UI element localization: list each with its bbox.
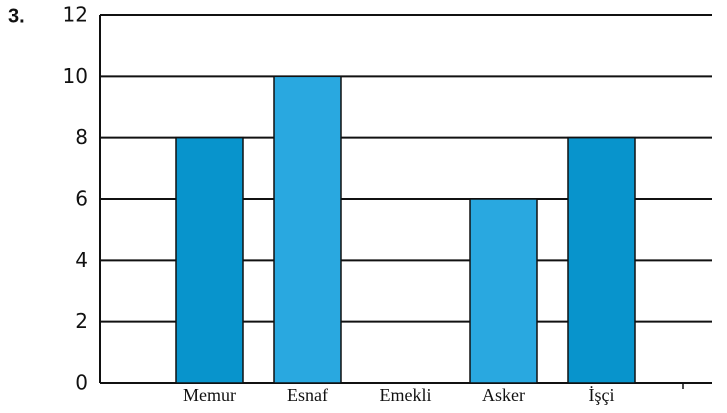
x-tick-label: Emekli (380, 385, 432, 405)
y-tick-label: 12 (63, 3, 88, 27)
question-number: 3. (8, 5, 25, 27)
y-tick-label: 2 (75, 309, 88, 333)
x-tick-label: Esnaf (287, 385, 328, 405)
y-tick-label: 8 (75, 125, 88, 149)
bar (469, 198, 538, 384)
bar (567, 136, 636, 384)
y-tick-label: 6 (75, 187, 88, 211)
x-tick-label: Asker (482, 385, 525, 405)
x-tick-label: Memur (183, 385, 236, 405)
y-tick-label: 4 (75, 248, 88, 272)
bar (175, 136, 244, 384)
bar (273, 75, 342, 384)
x-tick-label: İşçi (589, 385, 615, 405)
y-tick-label: 0 (75, 371, 88, 395)
y-tick-label: 10 (63, 64, 88, 88)
